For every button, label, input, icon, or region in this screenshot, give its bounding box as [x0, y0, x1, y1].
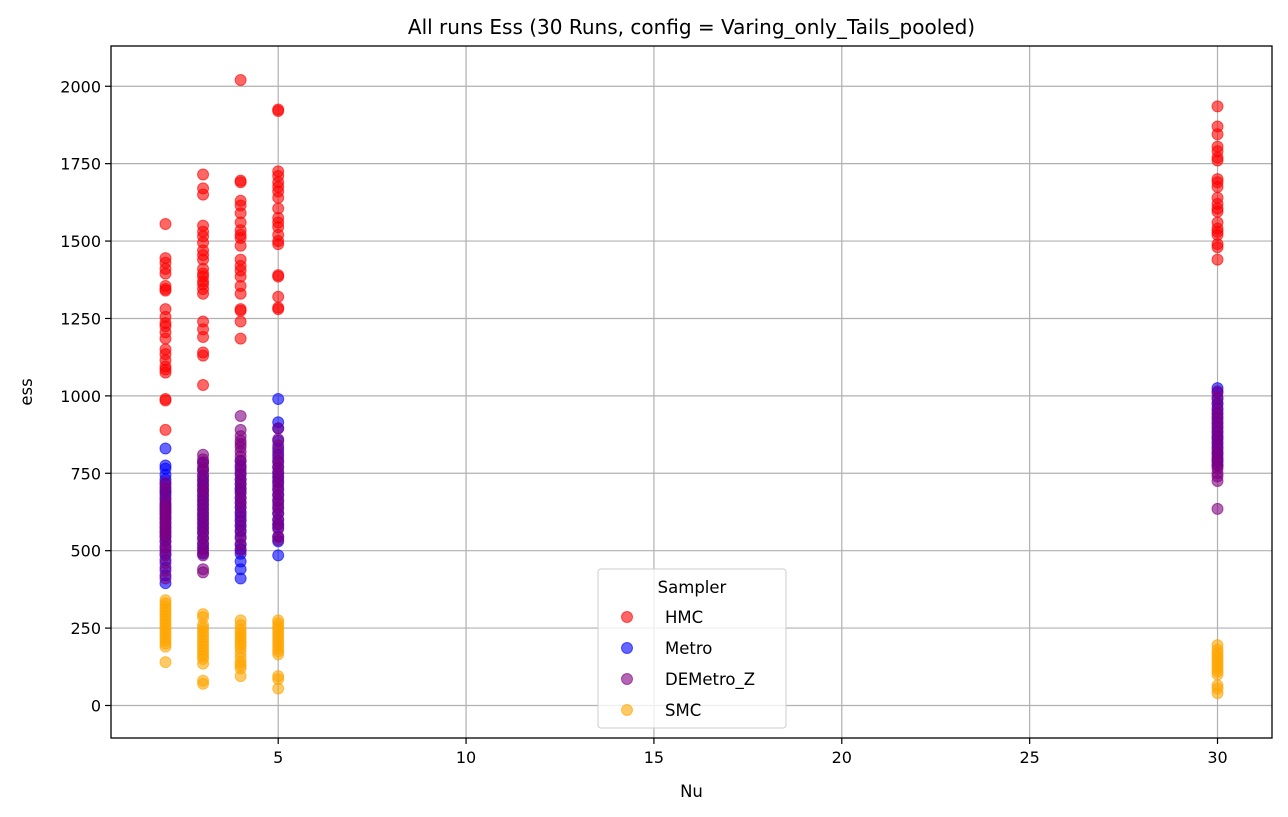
- legend-marker: [621, 642, 633, 654]
- data-point: [197, 657, 210, 670]
- legend-entry: SMC: [621, 701, 701, 720]
- series-hmc: [159, 74, 1224, 436]
- legend-marker: [621, 673, 633, 685]
- y-tick-label: 0: [91, 696, 101, 715]
- data-point: [1211, 205, 1224, 218]
- data-point: [234, 332, 247, 345]
- data-point: [272, 105, 285, 118]
- x-tick-label: 20: [832, 748, 852, 767]
- legend-box: [597, 568, 787, 729]
- data-point: [159, 366, 172, 379]
- y-axis-title: ess: [17, 378, 36, 405]
- legend-entries: HMC Metro DEMetro_Z SMC: [621, 608, 755, 720]
- data-point: [1211, 180, 1224, 193]
- legend-entry: Metro: [621, 639, 712, 658]
- data-point: [159, 442, 172, 455]
- data-point: [1211, 475, 1224, 488]
- data-point: [272, 238, 285, 251]
- data-point: [197, 566, 210, 579]
- y-tick-label: 1750: [60, 155, 101, 174]
- data-point: [159, 284, 172, 297]
- data-point: [197, 287, 210, 300]
- data-point: [272, 422, 285, 435]
- x-tick-label: 30: [1207, 748, 1227, 767]
- data-point: [272, 648, 285, 661]
- data-point: [272, 303, 285, 316]
- axis-ticks: 5 10 15 20 25 30 0 250 500 750 1000 1250 1500 1750 200…: [60, 77, 1227, 767]
- data-point: [159, 394, 172, 407]
- legend-label: SMC: [665, 701, 701, 720]
- data-point: [159, 218, 172, 231]
- data-point: [234, 287, 247, 300]
- data-point: [159, 332, 172, 345]
- data-point: [234, 315, 247, 328]
- legend-marker: [621, 704, 633, 716]
- y-tick-label: 1250: [60, 309, 101, 328]
- data-point: [197, 188, 210, 201]
- data-point: [197, 549, 210, 562]
- data-point: [159, 656, 172, 669]
- data-point: [272, 191, 285, 204]
- legend-entry: DEMetro_Z: [621, 670, 755, 690]
- data-point: [234, 176, 247, 189]
- data-point: [272, 290, 285, 303]
- data-point: [234, 544, 247, 557]
- y-tick-label: 1000: [60, 387, 101, 406]
- legend-label: Metro: [665, 639, 712, 658]
- data-point: [159, 572, 172, 585]
- series-demetro-z: [159, 385, 1224, 585]
- data-point: [234, 409, 247, 422]
- legend: Sampler HMC Metro DEMetro_Z SMC: [597, 568, 787, 729]
- data-point: [1211, 253, 1224, 266]
- data-point: [234, 239, 247, 252]
- legend-label: DEMetro_Z: [665, 670, 755, 690]
- data-point: [1211, 241, 1224, 254]
- data-point: [234, 572, 247, 585]
- x-tick-label: 5: [273, 748, 283, 767]
- data-points: [159, 74, 1224, 700]
- plot-frame: [110, 45, 1273, 739]
- series-smc: [159, 594, 1224, 700]
- data-point: [272, 682, 285, 695]
- y-tick-label: 250: [70, 619, 101, 638]
- data-point: [1211, 502, 1224, 515]
- data-point: [159, 267, 172, 280]
- data-point: [234, 304, 247, 317]
- y-tick-label: 2000: [60, 77, 101, 96]
- data-point: [272, 549, 285, 562]
- y-tick-label: 500: [70, 542, 101, 561]
- x-tick-label: 25: [1019, 748, 1039, 767]
- grid: [111, 46, 1272, 738]
- legend-label: HMC: [665, 608, 703, 627]
- data-point: [1211, 128, 1224, 141]
- y-tick-label: 1500: [60, 232, 101, 251]
- legend-entry: HMC: [621, 608, 703, 627]
- data-point: [159, 423, 172, 436]
- data-point: [272, 533, 285, 546]
- legend-title: Sampler: [658, 578, 727, 597]
- data-point: [1211, 668, 1224, 681]
- data-point: [1211, 154, 1224, 167]
- data-point: [197, 168, 210, 181]
- data-point: [1211, 100, 1224, 113]
- data-point: [234, 670, 247, 683]
- y-tick-label: 750: [70, 464, 101, 483]
- data-point: [234, 74, 247, 87]
- data-point: [272, 270, 285, 283]
- chart-title: All runs Ess (30 Runs, config = Varing_o…: [408, 15, 975, 39]
- legend-marker: [621, 611, 633, 623]
- data-point: [272, 392, 285, 405]
- data-point: [197, 331, 210, 344]
- data-point: [159, 640, 172, 653]
- x-tick-label: 10: [456, 748, 476, 767]
- data-point: [197, 349, 210, 362]
- x-tick-label: 15: [644, 748, 664, 767]
- data-point: [197, 379, 210, 392]
- x-axis-title: Nu: [680, 782, 703, 801]
- data-point: [197, 677, 210, 690]
- data-point: [1211, 687, 1224, 700]
